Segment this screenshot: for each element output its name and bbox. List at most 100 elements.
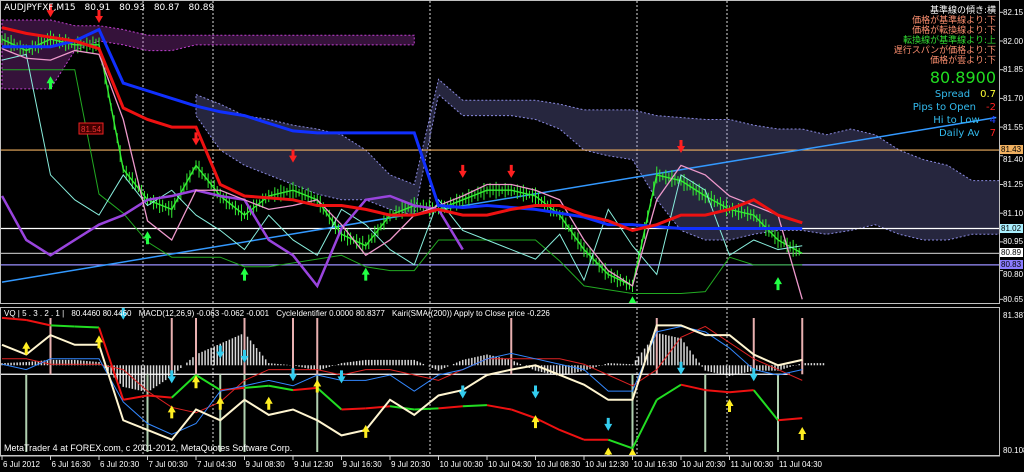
vq-values: 80.4460 80.4460 bbox=[71, 309, 132, 318]
price-line-badge: 81.43 bbox=[1000, 145, 1023, 155]
step-line-segment bbox=[74, 325, 100, 329]
price-line-badge: 80.89 bbox=[1000, 248, 1023, 258]
main-plot: 81.54 bbox=[1, 1, 999, 303]
main-chart-frame bbox=[0, 0, 1000, 304]
sub-y-tick-label: 80.108 bbox=[1003, 446, 1024, 455]
info-panel: 基準線の傾き:横 価格が基準線より:下 価格が転換線より:下 転換線が基準線より… bbox=[894, 6, 996, 140]
ichimoku-cloud-1 bbox=[1, 19, 415, 90]
stat-spread: Spread 0.7 bbox=[894, 88, 996, 101]
x-tick-label: 10 Jul 00:30 bbox=[439, 460, 484, 469]
step-line-segment bbox=[123, 394, 148, 401]
stat-value: 7 bbox=[989, 128, 996, 139]
yellow-up-arrow-icon bbox=[95, 335, 103, 349]
step-line-segment bbox=[414, 407, 439, 411]
x-tick-label: 6 Jul 2012 bbox=[3, 460, 40, 469]
series-price bbox=[1, 38, 803, 287]
yellow-up-arrow-icon bbox=[725, 398, 734, 412]
cyan-down-arrow-icon bbox=[749, 368, 758, 382]
cyan-down-arrow-icon bbox=[289, 368, 297, 382]
step-line-segment bbox=[462, 404, 488, 408]
chart-header: AUDJPYFXF,M15 80.91 80.93 80.87 80.89 bbox=[4, 3, 220, 13]
yellow-up-arrow-icon bbox=[167, 405, 176, 419]
macd-label: MACD(12,26,9) -0.063 -0.062 -0.001 bbox=[138, 309, 270, 318]
sell-arrow-icon bbox=[289, 149, 297, 163]
yellow-up-arrow-icon bbox=[604, 447, 613, 455]
yellow-up-arrow-icon bbox=[628, 448, 637, 455]
cyan-down-arrow-icon bbox=[216, 345, 225, 359]
x-tick-label: 10 Jul 12:30 bbox=[585, 460, 629, 469]
yellow-up-arrow-icon bbox=[313, 379, 322, 393]
step-line-segment bbox=[631, 399, 658, 449]
step-line-segment bbox=[292, 386, 318, 392]
vq-label: VQ | 5 . 3 . 2 . 1 | bbox=[4, 309, 65, 318]
price-line-badge: 80.83 bbox=[1000, 259, 1023, 269]
y-tick-label: 81.40 bbox=[1003, 155, 1024, 165]
y-tick-label: 80.65 bbox=[1003, 294, 1024, 304]
stat-label: Pips to Open bbox=[912, 102, 977, 113]
sell-arrow-icon bbox=[46, 4, 55, 18]
buy-arrow-icon bbox=[774, 277, 782, 291]
stat-hi-to-low: Hi to Low 4 bbox=[894, 114, 996, 127]
x-tick-label: 7 Jul 00:30 bbox=[148, 460, 188, 469]
buy-arrow-icon bbox=[46, 76, 55, 90]
step-line-segment bbox=[316, 387, 343, 411]
kairi-label: Kairi(SMA((200)) Apply to Close price -0… bbox=[392, 309, 550, 318]
stat-value: 4 bbox=[989, 115, 996, 126]
step-line-segment bbox=[268, 384, 294, 392]
y-tick-label: 81.85 bbox=[1003, 65, 1024, 75]
sell-arrow-icon bbox=[95, 9, 103, 23]
cyan-down-arrow-icon bbox=[119, 308, 128, 320]
buy-arrow-icon bbox=[143, 231, 152, 245]
sub-plot bbox=[1, 308, 825, 455]
y-tick-label: 80.80 bbox=[1003, 269, 1024, 279]
cyan-down-arrow-icon bbox=[604, 417, 613, 431]
open-value: 80.91 bbox=[84, 3, 111, 13]
x-tick-label: 11 Jul 00:30 bbox=[730, 460, 774, 469]
series-aqua-line bbox=[1, 53, 803, 282]
buy-arrow-icon bbox=[361, 267, 370, 281]
x-tick-label: 9 Jul 16:30 bbox=[342, 460, 382, 469]
sell-arrow-icon bbox=[677, 140, 685, 154]
step-line-segment bbox=[607, 438, 633, 450]
step-line-segment bbox=[341, 407, 366, 411]
x-tick-label: 6 Jul 16:30 bbox=[51, 460, 91, 469]
sell-arrow-icon bbox=[507, 164, 516, 178]
step-line-segment bbox=[220, 386, 245, 392]
x-tick-label: 11 Jul 04:30 bbox=[779, 460, 822, 469]
cyan-down-arrow-icon bbox=[337, 370, 346, 384]
info-line: 基準線の傾き:横 bbox=[929, 6, 996, 16]
y-tick-label: 80.95 bbox=[1003, 237, 1024, 247]
info-line: 遅行スパンが価格より:下 bbox=[893, 46, 996, 56]
step-line-segment bbox=[729, 389, 754, 394]
step-line-segment bbox=[680, 383, 706, 392]
series-tenkan bbox=[1, 26, 803, 232]
x-tick-label: 9 Jul 08:30 bbox=[245, 460, 285, 469]
high-value: 80.93 bbox=[119, 3, 145, 13]
close-value: 80.89 bbox=[188, 3, 215, 13]
step-line-segment bbox=[171, 374, 197, 399]
step-line-segment bbox=[777, 417, 803, 422]
series-kijun bbox=[2, 27, 803, 231]
cyan-down-arrow-icon bbox=[531, 385, 540, 399]
sell-arrow-icon bbox=[192, 132, 200, 146]
x-tick-label: 9 Jul 12:30 bbox=[294, 460, 334, 469]
stat-pips-to-open: Pips to Open -2 bbox=[894, 101, 996, 114]
y-tick-label: 81.10 bbox=[1003, 208, 1024, 218]
yellow-up-arrow-icon bbox=[361, 424, 370, 438]
step-line-segment bbox=[26, 319, 51, 327]
symbol-label: AUDJPYFXF,M15 bbox=[4, 3, 76, 13]
step-line-segment bbox=[510, 408, 536, 420]
step-line-segment bbox=[244, 384, 269, 389]
yellow-up-arrow-icon bbox=[192, 375, 200, 389]
sub-y-tick-label: 81.3877 bbox=[1003, 311, 1024, 320]
yellow-up-arrow-icon bbox=[798, 426, 807, 440]
step-line-segment bbox=[1, 316, 27, 321]
step-line-segment bbox=[535, 417, 561, 431]
x-tick-label: 10 Jul 04:30 bbox=[488, 460, 532, 469]
sub-series-vq bbox=[1, 324, 803, 441]
y-tick-label: 81.55 bbox=[1003, 122, 1024, 132]
x-tick-label: 7 Jul 04:30 bbox=[197, 460, 237, 469]
sell-arrow-icon bbox=[458, 164, 467, 178]
sub-series-blue bbox=[1, 325, 803, 435]
